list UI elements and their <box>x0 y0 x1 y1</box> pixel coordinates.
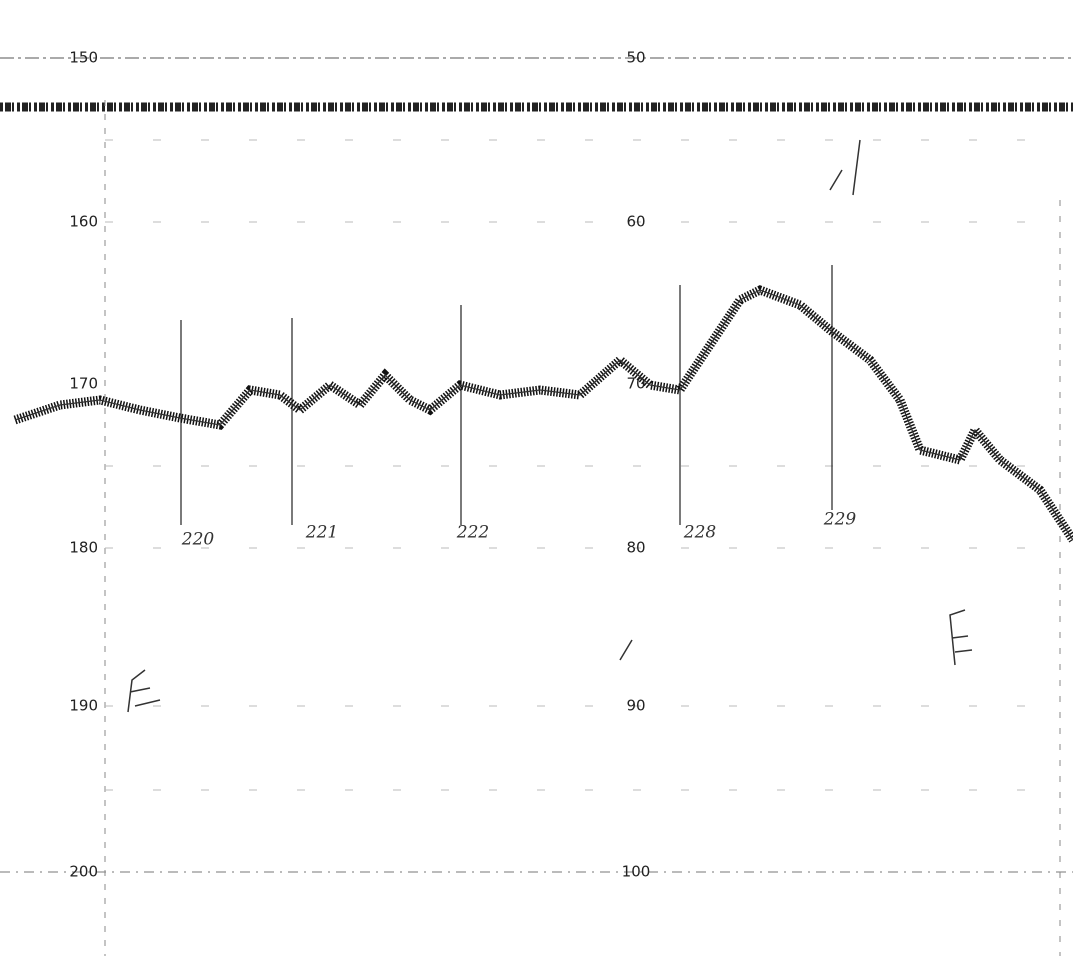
left-scale-label: 200 <box>69 863 98 881</box>
marker-label: 222 <box>456 523 489 543</box>
middle-scale-label: 90 <box>626 697 645 715</box>
marker-label: 221 <box>305 523 338 543</box>
middle-scale-label: 80 <box>626 539 645 557</box>
left-scale-label: 180 <box>69 539 98 557</box>
left-scale-label: 190 <box>69 697 98 715</box>
middle-scale-label: 50 <box>626 49 645 67</box>
marker-label: 228 <box>683 523 717 543</box>
marker-label: 220 <box>181 530 215 550</box>
faint-grid <box>105 140 1060 790</box>
left-scale-label: 170 <box>69 375 98 393</box>
left-scale-label: 160 <box>69 213 98 231</box>
marker-label: 229 <box>823 510 857 530</box>
trace <box>15 290 1073 540</box>
middle-scale-label: 100 <box>622 863 651 881</box>
middle-scale-label: 70 <box>626 375 645 393</box>
handwriting <box>128 140 972 712</box>
strip-chart: 150 160 170 180 190 200 50 60 70 80 90 100 220 221 222… <box>0 0 1073 956</box>
left-scale-label: 150 <box>69 49 98 67</box>
middle-scale-label: 60 <box>626 213 645 231</box>
